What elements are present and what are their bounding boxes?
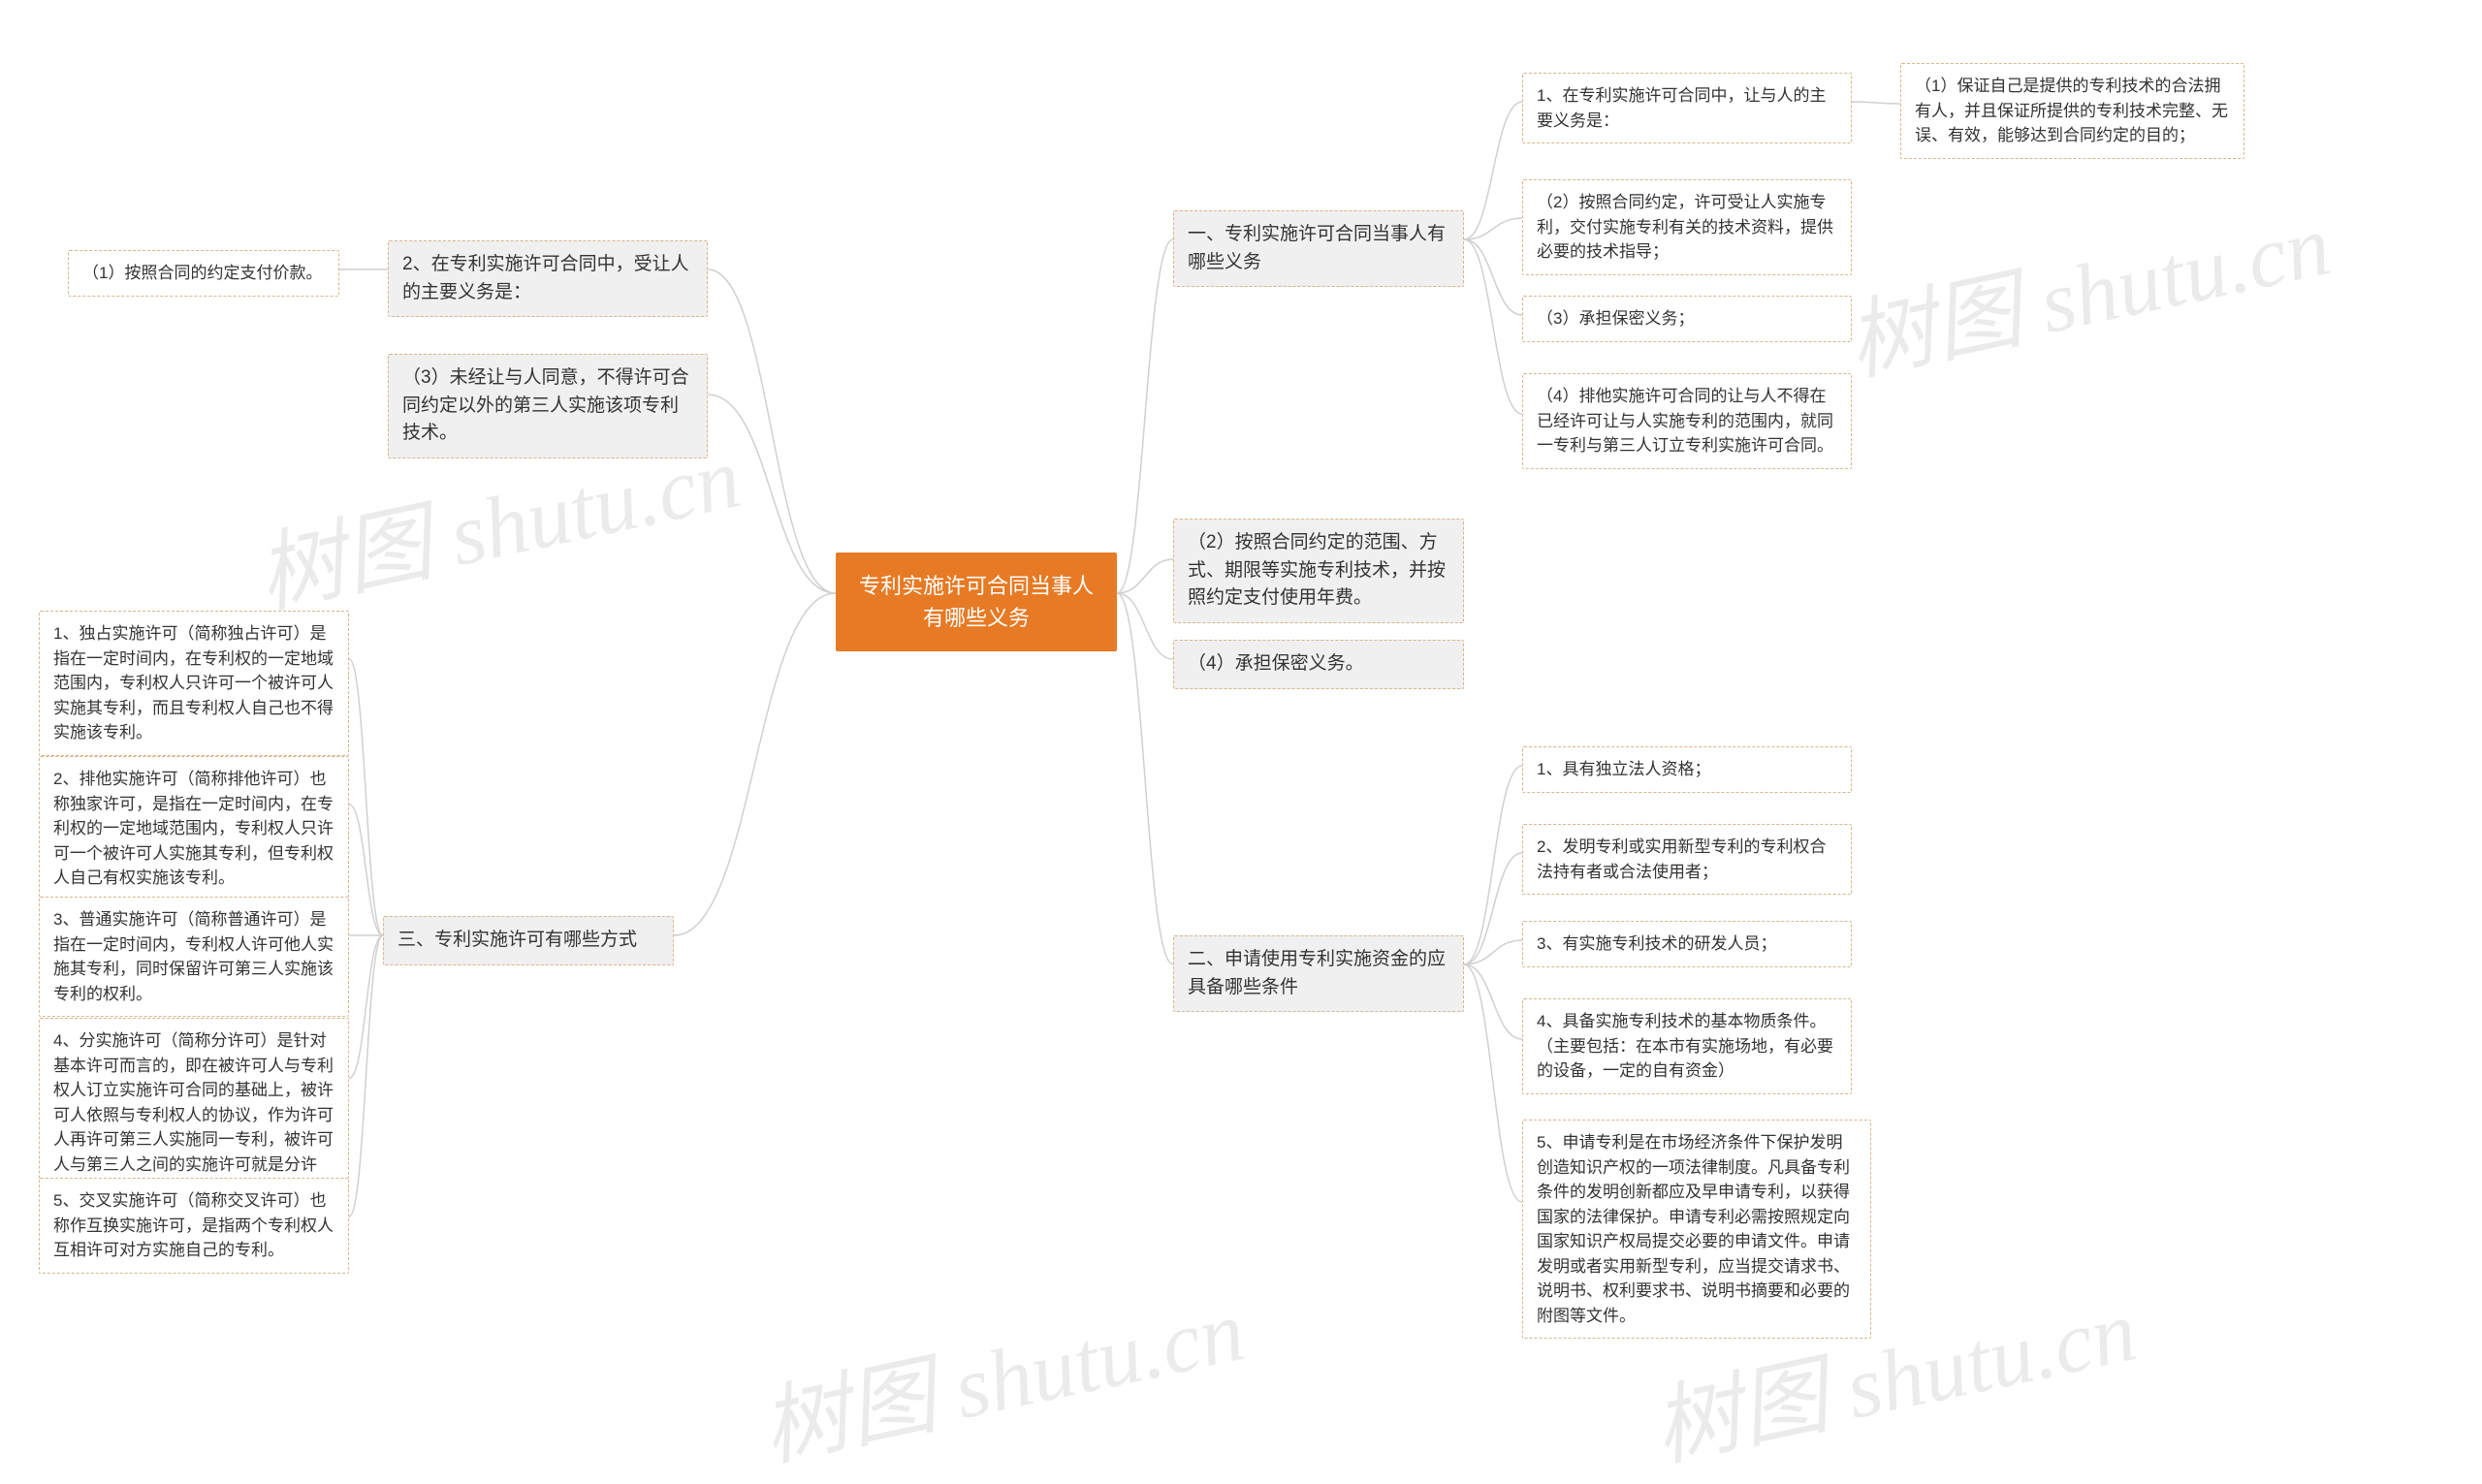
node-b3: 三、专利实施许可有哪些方式: [383, 916, 674, 965]
connector: [349, 659, 383, 935]
connector: [349, 935, 383, 1079]
node-b1n1: 1、在专利实施许可合同中，让与人的主要义务是：: [1522, 73, 1852, 143]
node-root: 专利实施许可合同当事人有哪些义务: [836, 553, 1117, 651]
connector: [1464, 766, 1522, 964]
connector: [1464, 940, 1522, 964]
connector: [674, 593, 836, 935]
connector: [1852, 102, 1900, 104]
connector: [1464, 853, 1522, 964]
connectors-layer: [0, 0, 2482, 1387]
connector: [1464, 239, 1522, 414]
connector: [1464, 218, 1522, 239]
node-b1n3: （3）承担保密义务；: [1522, 296, 1852, 342]
node-b5n5: 5、申请专利是在市场经济条件下保护发明创造知识产权的一项法律制度。凡具备专利条件…: [1522, 1120, 1871, 1339]
node-b5n2: 2、发明专利或实用新型专利的专利权合法持有者或合法使用者；: [1522, 824, 1852, 895]
connector: [349, 805, 383, 935]
node-b1n1a: （1）保证自己是提供的专利技术的合法拥有人，并且保证所提供的专利技术完整、无误、…: [1900, 63, 2244, 159]
watermark: 树图 shutu.cn: [1834, 174, 2339, 398]
node-b3n5: 5、交叉实施许可（简称交叉许可）也称作互换实施许可，是指两个专利权人互相许可对方…: [39, 1178, 349, 1274]
connector: [1464, 239, 1522, 315]
connector: [708, 269, 836, 593]
node-b1n2: （2）按照合同约定，许可受让人实施专利，交付实施专利有关的技术资料，提供必要的技…: [1522, 179, 1852, 275]
connector: [1117, 593, 1173, 964]
node-b2l: 2、在专利实施许可合同中，受让人的主要义务是：: [388, 240, 708, 317]
node-b2r: （2）按照合同约定的范围、方式、期限等实施专利技术，并按照约定支付使用年费。: [1173, 519, 1464, 623]
watermark: 树图 shutu.cn: [748, 1259, 1254, 1484]
connector: [1464, 964, 1522, 1202]
node-b3n2: 2、排他实施许可（简称排他许可）也称独家许可，是指在一定时间内，在专利权的一定地…: [39, 756, 349, 901]
node-b3n3: 3、普通实施许可（简称普通许可）是指在一定时间内，专利权人许可他人实施其专利，同…: [39, 897, 349, 1017]
connector: [349, 935, 383, 1216]
connector: [708, 395, 836, 593]
node-b1n4: （4）排他实施许可合同的让与人不得在已经许可让与人实施专利的范围内，就同一专利与…: [1522, 373, 1852, 469]
node-b2l3: （3）未经让与人同意，不得许可合同约定以外的第三人实施该项专利技术。: [388, 354, 708, 458]
node-b1: 一、专利实施许可合同当事人有哪些义务: [1173, 210, 1464, 287]
connector: [1117, 559, 1173, 593]
node-b2l1: （1）按照合同的约定支付价款。: [68, 250, 339, 297]
connector: [1464, 964, 1522, 1039]
node-b5n4: 4、具备实施专利技术的基本物质条件。（主要包括：在本市有实施场地，有必要的设备，…: [1522, 998, 1852, 1094]
node-b4r: （4）承担保密义务。: [1173, 640, 1464, 689]
node-b5n1: 1、具有独立法人资格；: [1522, 746, 1852, 793]
connector: [1464, 102, 1522, 239]
connector: [1117, 239, 1173, 593]
node-b3n1: 1、独占实施许可（简称独占许可）是指在一定时间内，在专利权的一定地域范围内，专利…: [39, 611, 349, 756]
connector: [1117, 593, 1173, 659]
node-b5: 二、申请使用专利实施资金的应具备哪些条件: [1173, 935, 1464, 1012]
node-b5n3: 3、有实施专利技术的研发人员；: [1522, 921, 1852, 967]
